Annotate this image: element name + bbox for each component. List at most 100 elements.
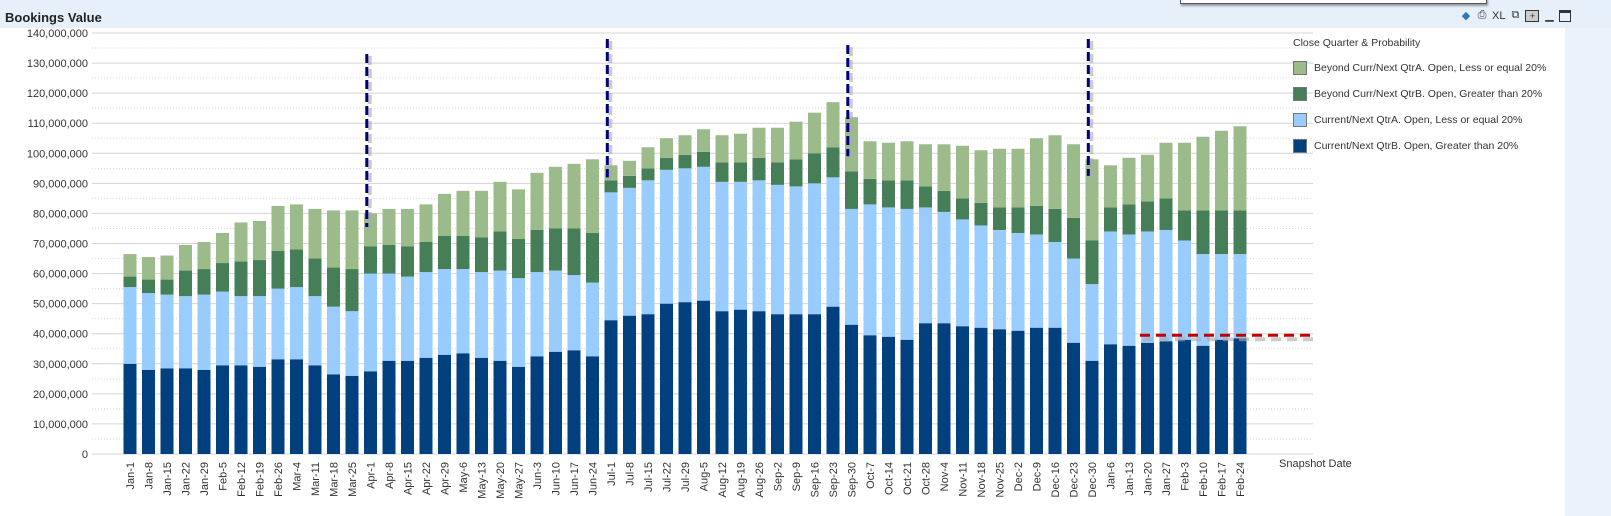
bar-segment xyxy=(1215,210,1228,255)
bar-segment xyxy=(234,365,248,454)
bar-segment xyxy=(401,246,414,277)
bar-segment xyxy=(900,339,914,454)
bar-segment xyxy=(271,251,285,289)
x-tick-label: Aug-12 xyxy=(717,462,729,497)
bar-segment xyxy=(863,204,877,336)
bar-segment xyxy=(456,353,470,454)
bar-segment xyxy=(216,291,229,366)
bar-segment xyxy=(956,145,969,199)
legend-item[interactable]: Beyond Curr/Next QtrA. Open, Less or equ… xyxy=(1293,55,1546,81)
y-tick-label: 70,000,000 xyxy=(33,239,88,251)
bar-segment xyxy=(493,270,507,361)
bar-segment xyxy=(160,294,174,369)
bar-segment xyxy=(197,269,211,295)
x-tick-label: Jan-15 xyxy=(162,462,174,496)
xl-export-icon[interactable]: XL xyxy=(1492,9,1506,22)
bar-segment xyxy=(475,272,488,358)
y-tick-label: 130,000,000 xyxy=(27,58,88,70)
bar-segment xyxy=(216,365,229,454)
bar-segment xyxy=(1159,341,1173,454)
legend-label: Current/Next QtrA. Open, Less or equal 2… xyxy=(1314,114,1523,126)
bar-segment xyxy=(475,357,488,454)
bar-segment xyxy=(882,207,895,337)
bar-segment xyxy=(845,324,858,454)
bar-segment xyxy=(364,273,377,372)
print-icon[interactable]: ⎙ xyxy=(1477,9,1487,21)
y-tick-label: 30,000,000 xyxy=(33,359,88,371)
bar-segment xyxy=(512,366,525,454)
minimize-icon[interactable]: ▁ xyxy=(1545,10,1554,22)
bar-segment xyxy=(1067,258,1080,343)
x-tick-label: Jan-8 xyxy=(144,462,156,490)
x-tick-label: Sep-23 xyxy=(828,462,840,497)
bar-segment xyxy=(900,208,914,340)
bar-segment xyxy=(734,133,747,163)
bar-segment xyxy=(1011,232,1025,331)
bar-segment xyxy=(1122,204,1136,235)
bar-segment xyxy=(456,190,470,236)
bar-segment xyxy=(419,204,433,242)
bar-segment xyxy=(1233,338,1247,454)
restore-icon[interactable] xyxy=(1559,9,1572,22)
bar-segment xyxy=(1085,240,1099,285)
bar-segment xyxy=(974,327,988,454)
bar-segment xyxy=(1141,201,1154,232)
bar-segment xyxy=(1085,360,1099,454)
bar-segment xyxy=(179,270,192,297)
send-to-excel-icon[interactable]: ◆ xyxy=(1461,10,1471,22)
x-tick-label: Jul-15 xyxy=(643,462,655,492)
bar-segment xyxy=(1215,254,1228,340)
bar-segment xyxy=(567,228,581,276)
x-tick-label: Apr-29 xyxy=(440,462,452,495)
x-tick-label: Jul-1 xyxy=(606,462,618,486)
maximize-toggle-icon[interactable]: + xyxy=(1525,9,1540,22)
legend-item[interactable]: Current/Next QtrA. Open, Less or equal 2… xyxy=(1293,107,1546,133)
bar-segment xyxy=(1030,234,1043,328)
x-tick-label: Apr-8 xyxy=(384,462,396,489)
copy-icon[interactable]: ⧉ xyxy=(1511,9,1520,21)
bar-segment xyxy=(937,190,951,212)
bar-segment xyxy=(623,315,636,454)
x-tick-label: Feb-5 xyxy=(218,462,230,491)
x-tick-label: Jun-10 xyxy=(551,462,563,496)
bar-segment xyxy=(308,365,322,454)
bar-segment xyxy=(142,293,155,370)
bar-segment xyxy=(993,207,1006,230)
bar-segment xyxy=(216,232,229,264)
bar-segment xyxy=(1196,254,1210,346)
bar-segment xyxy=(956,198,969,220)
x-tick-label: Aug-26 xyxy=(754,462,766,497)
bar-segment xyxy=(271,288,285,360)
bar-segment xyxy=(1030,205,1043,235)
x-tick-label: Apr-15 xyxy=(403,462,415,495)
bar-segment xyxy=(586,232,599,283)
x-tick-label: Nov-11 xyxy=(958,462,970,497)
x-tick-label: Jan-22 xyxy=(181,462,193,496)
bar-segment xyxy=(438,193,451,236)
title-bar: Bookings Value xyxy=(0,0,1611,28)
bar-segment xyxy=(974,202,988,226)
bar-segment xyxy=(919,323,932,454)
bar-segment xyxy=(993,329,1006,454)
bar-segment xyxy=(1233,126,1247,211)
legend-label: Current/Next QtrB. Open, Greater than 20… xyxy=(1314,140,1519,152)
bar-segment xyxy=(715,311,729,454)
x-tick-label: Nov-4 xyxy=(939,462,951,491)
x-tick-label: Oct-28 xyxy=(921,462,933,495)
y-tick-label: 90,000,000 xyxy=(33,178,88,190)
x-tick-label: Feb-12 xyxy=(236,462,248,497)
bar-segment xyxy=(290,249,303,288)
bar-segment xyxy=(327,374,340,454)
x-tick-label: Jun-3 xyxy=(532,462,544,490)
x-tick-label: Aug-19 xyxy=(736,462,748,497)
legend-item[interactable]: Beyond Curr/Next QtrB. Open, Greater tha… xyxy=(1293,81,1546,107)
bar-segment xyxy=(345,375,359,454)
bar-segment xyxy=(826,306,840,454)
legend-item[interactable]: Current/Next QtrB. Open, Greater than 20… xyxy=(1293,133,1546,159)
y-tick-label: 10,000,000 xyxy=(33,419,88,431)
bar-segment xyxy=(234,296,248,366)
x-tick-label: Jan-13 xyxy=(1124,462,1136,496)
bar-segment xyxy=(512,189,525,239)
bar-segment xyxy=(160,368,174,454)
bar-segment xyxy=(512,238,525,279)
